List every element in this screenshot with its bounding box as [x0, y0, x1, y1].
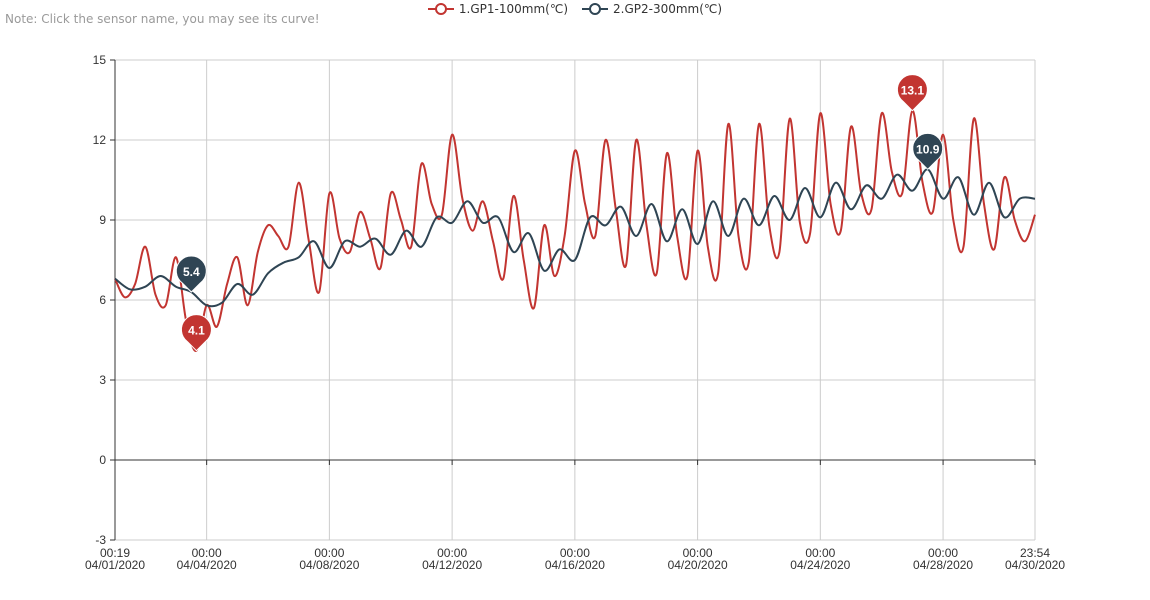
min-marker-gp1-pin	[180, 314, 212, 352]
x-tick-label-date: 04/20/2020	[668, 558, 728, 572]
min-marker-gp2-pin	[175, 255, 207, 293]
x-tick-label-date: 04/30/2020	[1005, 558, 1065, 572]
x-tick-label-time: 00:00	[805, 546, 835, 560]
max-marker-gp1-pin	[896, 74, 928, 112]
y-tick-label: 15	[93, 53, 107, 67]
x-tick-label-time: 23:54	[1020, 546, 1050, 560]
x-tick-label-time: 00:00	[928, 546, 958, 560]
x-tick-label-date: 04/04/2020	[177, 558, 237, 572]
x-tick-label-date: 04/28/2020	[913, 558, 973, 572]
x-tick-label-time: 00:00	[437, 546, 467, 560]
y-tick-label: 12	[93, 133, 107, 147]
series-gp2-line	[114, 168, 1036, 308]
legend-label-gp1: 1.GP1-100mm(℃)	[458, 2, 568, 16]
x-tick-label-time: 00:00	[683, 546, 713, 560]
x-tick-label-time: 00:00	[560, 546, 590, 560]
x-tick-label-date: 04/08/2020	[299, 558, 359, 572]
x-tick-label-date: 04/12/2020	[422, 558, 482, 572]
x-tick-label-date: 04/24/2020	[790, 558, 850, 572]
x-tick-label-date: 04/16/2020	[545, 558, 605, 572]
max-marker-gp2-label: 10.9	[916, 142, 940, 156]
y-tick-label: 6	[99, 293, 106, 307]
min-marker-gp2-label: 5.4	[183, 265, 200, 279]
y-tick-label: 9	[99, 213, 106, 227]
chart-note: Note: Click the sensor name, you may see…	[5, 12, 320, 26]
max-marker-gp1-label: 13.1	[901, 84, 925, 98]
series-gp1-line	[114, 109, 1036, 352]
y-tick-label: 3	[99, 373, 106, 387]
legend-line-circle-icon	[582, 3, 608, 15]
x-tick-label-date: 04/01/2020	[85, 558, 145, 572]
min-marker-gp1-label: 4.1	[188, 324, 205, 338]
legend-label-gp2: 2.GP2-300mm(℃)	[613, 2, 723, 16]
x-tick-label-time: 00:00	[314, 546, 344, 560]
legend-line-circle-icon	[427, 3, 454, 15]
chart-legend: 1.GP1-100mm(℃) 2.GP2-300mm(℃)	[0, 2, 1150, 16]
x-tick-label-time: 00:00	[192, 546, 222, 560]
x-tick-label-time: 00:19	[100, 546, 130, 560]
y-tick-label: -3	[95, 533, 106, 547]
max-marker-gp2-pin	[912, 132, 944, 171]
legend-item-gp1[interactable]: 1.GP1-100mm(℃)	[427, 2, 568, 16]
y-tick-label: 0	[99, 453, 106, 467]
legend-item-gp2[interactable]: 2.GP2-300mm(℃)	[582, 2, 722, 16]
